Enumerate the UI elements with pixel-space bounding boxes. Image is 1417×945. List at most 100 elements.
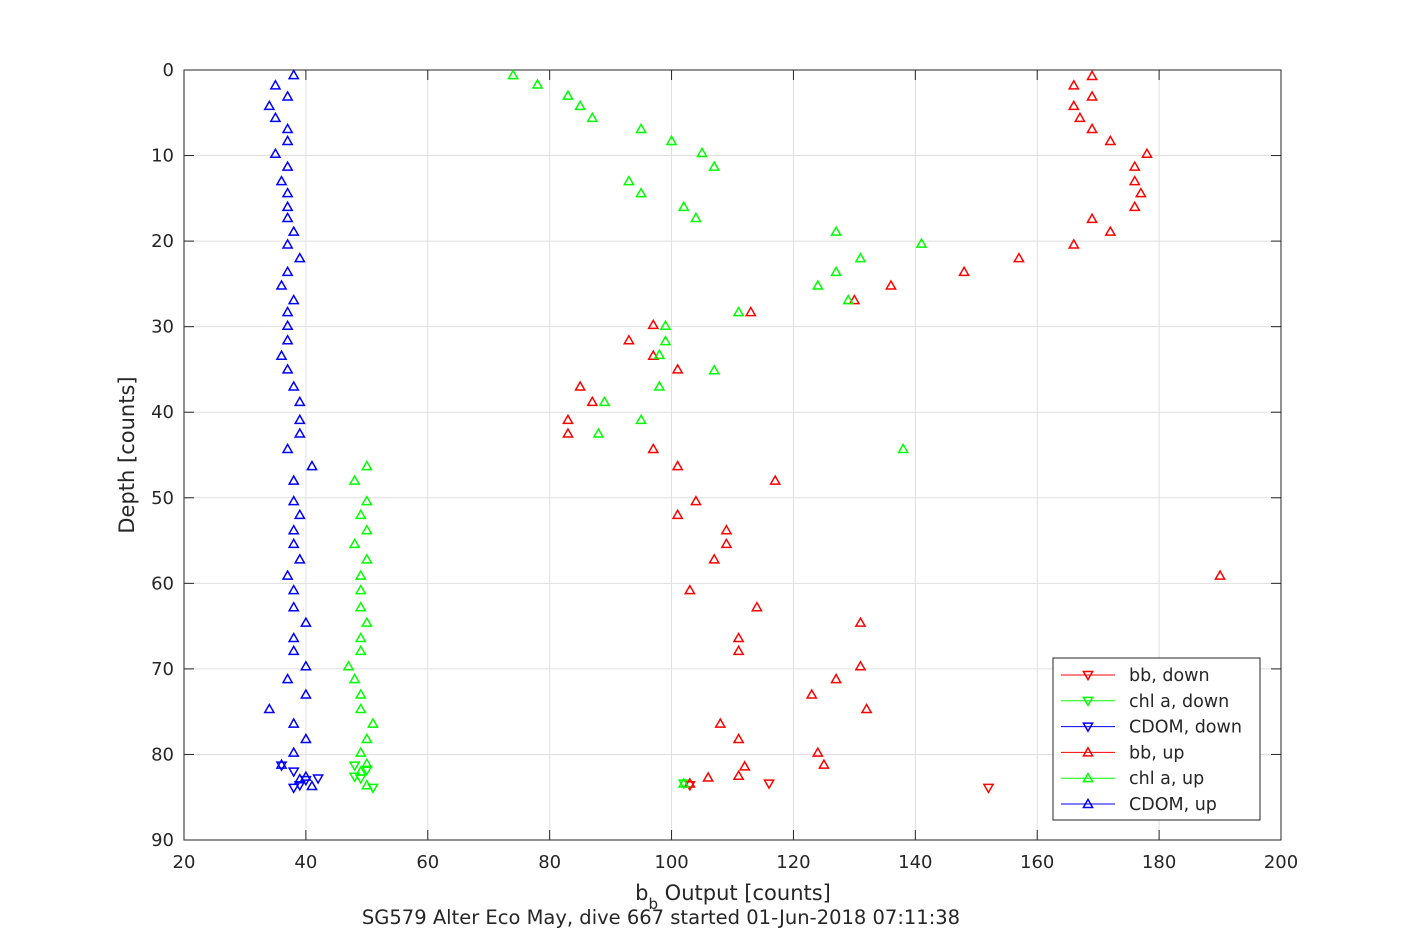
data-point [683,584,696,595]
data-point [269,147,282,159]
data-point [293,252,306,263]
data-point [287,601,300,612]
y-tick-label: 80 [151,744,174,765]
legend-entry-label: chl a, up [1129,769,1204,789]
data-point [360,460,373,471]
legend-marker [1082,772,1094,783]
data-point [1141,147,1153,159]
data-point [281,319,294,331]
data-point [805,688,818,699]
data-point [287,717,300,728]
data-point [750,601,763,612]
data-point [671,363,684,374]
data-point [635,187,647,198]
data-point [647,318,660,330]
data-point [281,211,294,223]
data-point [293,427,306,438]
data-point [287,537,300,549]
x-tick-label: 100 [654,852,688,873]
data-point [1086,90,1098,101]
y-tick-label: 40 [151,402,174,423]
data-point [360,616,373,627]
data-point [708,364,721,375]
data-point [732,644,745,656]
legend-box [1052,657,1261,821]
data-point [275,758,288,769]
data-point [263,99,276,111]
data-point [854,252,867,263]
series-3 [562,69,1226,788]
data-point [738,760,751,771]
data-point [299,770,312,781]
chart-subtitle: SG579 Alter Eco May, dive 667 started 01… [362,906,960,929]
x-tick-label: 120 [776,852,810,873]
data-point [1128,200,1141,212]
data-point [665,134,678,146]
data-point [531,78,544,89]
data-point [354,584,367,595]
y-tick-label: 30 [151,317,174,338]
data-point [860,702,873,714]
data-point [677,777,690,788]
data-point [281,363,294,374]
data-point [299,660,312,671]
x-axis-label-subscript: b [648,895,658,913]
data-point [1067,238,1080,249]
series-5 [263,69,318,791]
y-tick-label: 20 [151,231,174,252]
data-point [1104,225,1117,236]
data-point [306,779,318,791]
data-point [312,774,324,785]
data-point [281,134,294,146]
data-point [732,732,745,744]
series-4 [342,69,928,790]
data-point [281,160,294,171]
data-point [592,427,605,438]
data-point [659,319,672,331]
data-point [281,569,294,580]
data-point [708,160,721,171]
data-point [690,211,702,223]
data-point [275,279,288,290]
x-tick-label: 140 [898,852,932,873]
data-point [299,616,312,627]
data-point [653,348,666,360]
data-point [1013,252,1025,263]
legend-marker [1082,746,1094,757]
x-tick-label: 180 [1142,852,1176,873]
data-point [299,688,312,699]
data-point [1128,175,1141,186]
data-point [287,524,300,535]
data-point [1067,79,1080,90]
data-point [702,771,715,782]
data-point [507,69,519,80]
y-tick-label: 50 [151,488,174,509]
data-point [635,122,647,134]
data-point [287,783,300,794]
data-point [287,644,300,656]
data-point [287,767,300,778]
data-point [293,773,306,784]
data-point [269,111,282,123]
data-point [708,553,721,564]
data-point [769,474,782,485]
x-tick-label: 80 [538,852,561,873]
data-point [281,673,294,684]
data-point [623,175,635,186]
data-point [299,732,312,744]
data-point [360,732,373,744]
data-point [293,395,306,407]
data-point [562,427,574,438]
data-point [854,660,867,671]
y-tick-label: 90 [151,830,174,851]
axis-ticks: 20 40 60 80 100 120 140 160 180 200 0 10 20 30 40 50 60 7… [151,60,1298,873]
data-point [293,553,306,564]
data-point [848,294,861,305]
data-point [1104,134,1117,146]
data-point [830,225,842,236]
data-point [690,495,702,506]
legend-entry-label: bb, down [1129,666,1210,686]
data-point [287,69,300,80]
data-point [598,395,611,407]
data-point [287,495,300,506]
